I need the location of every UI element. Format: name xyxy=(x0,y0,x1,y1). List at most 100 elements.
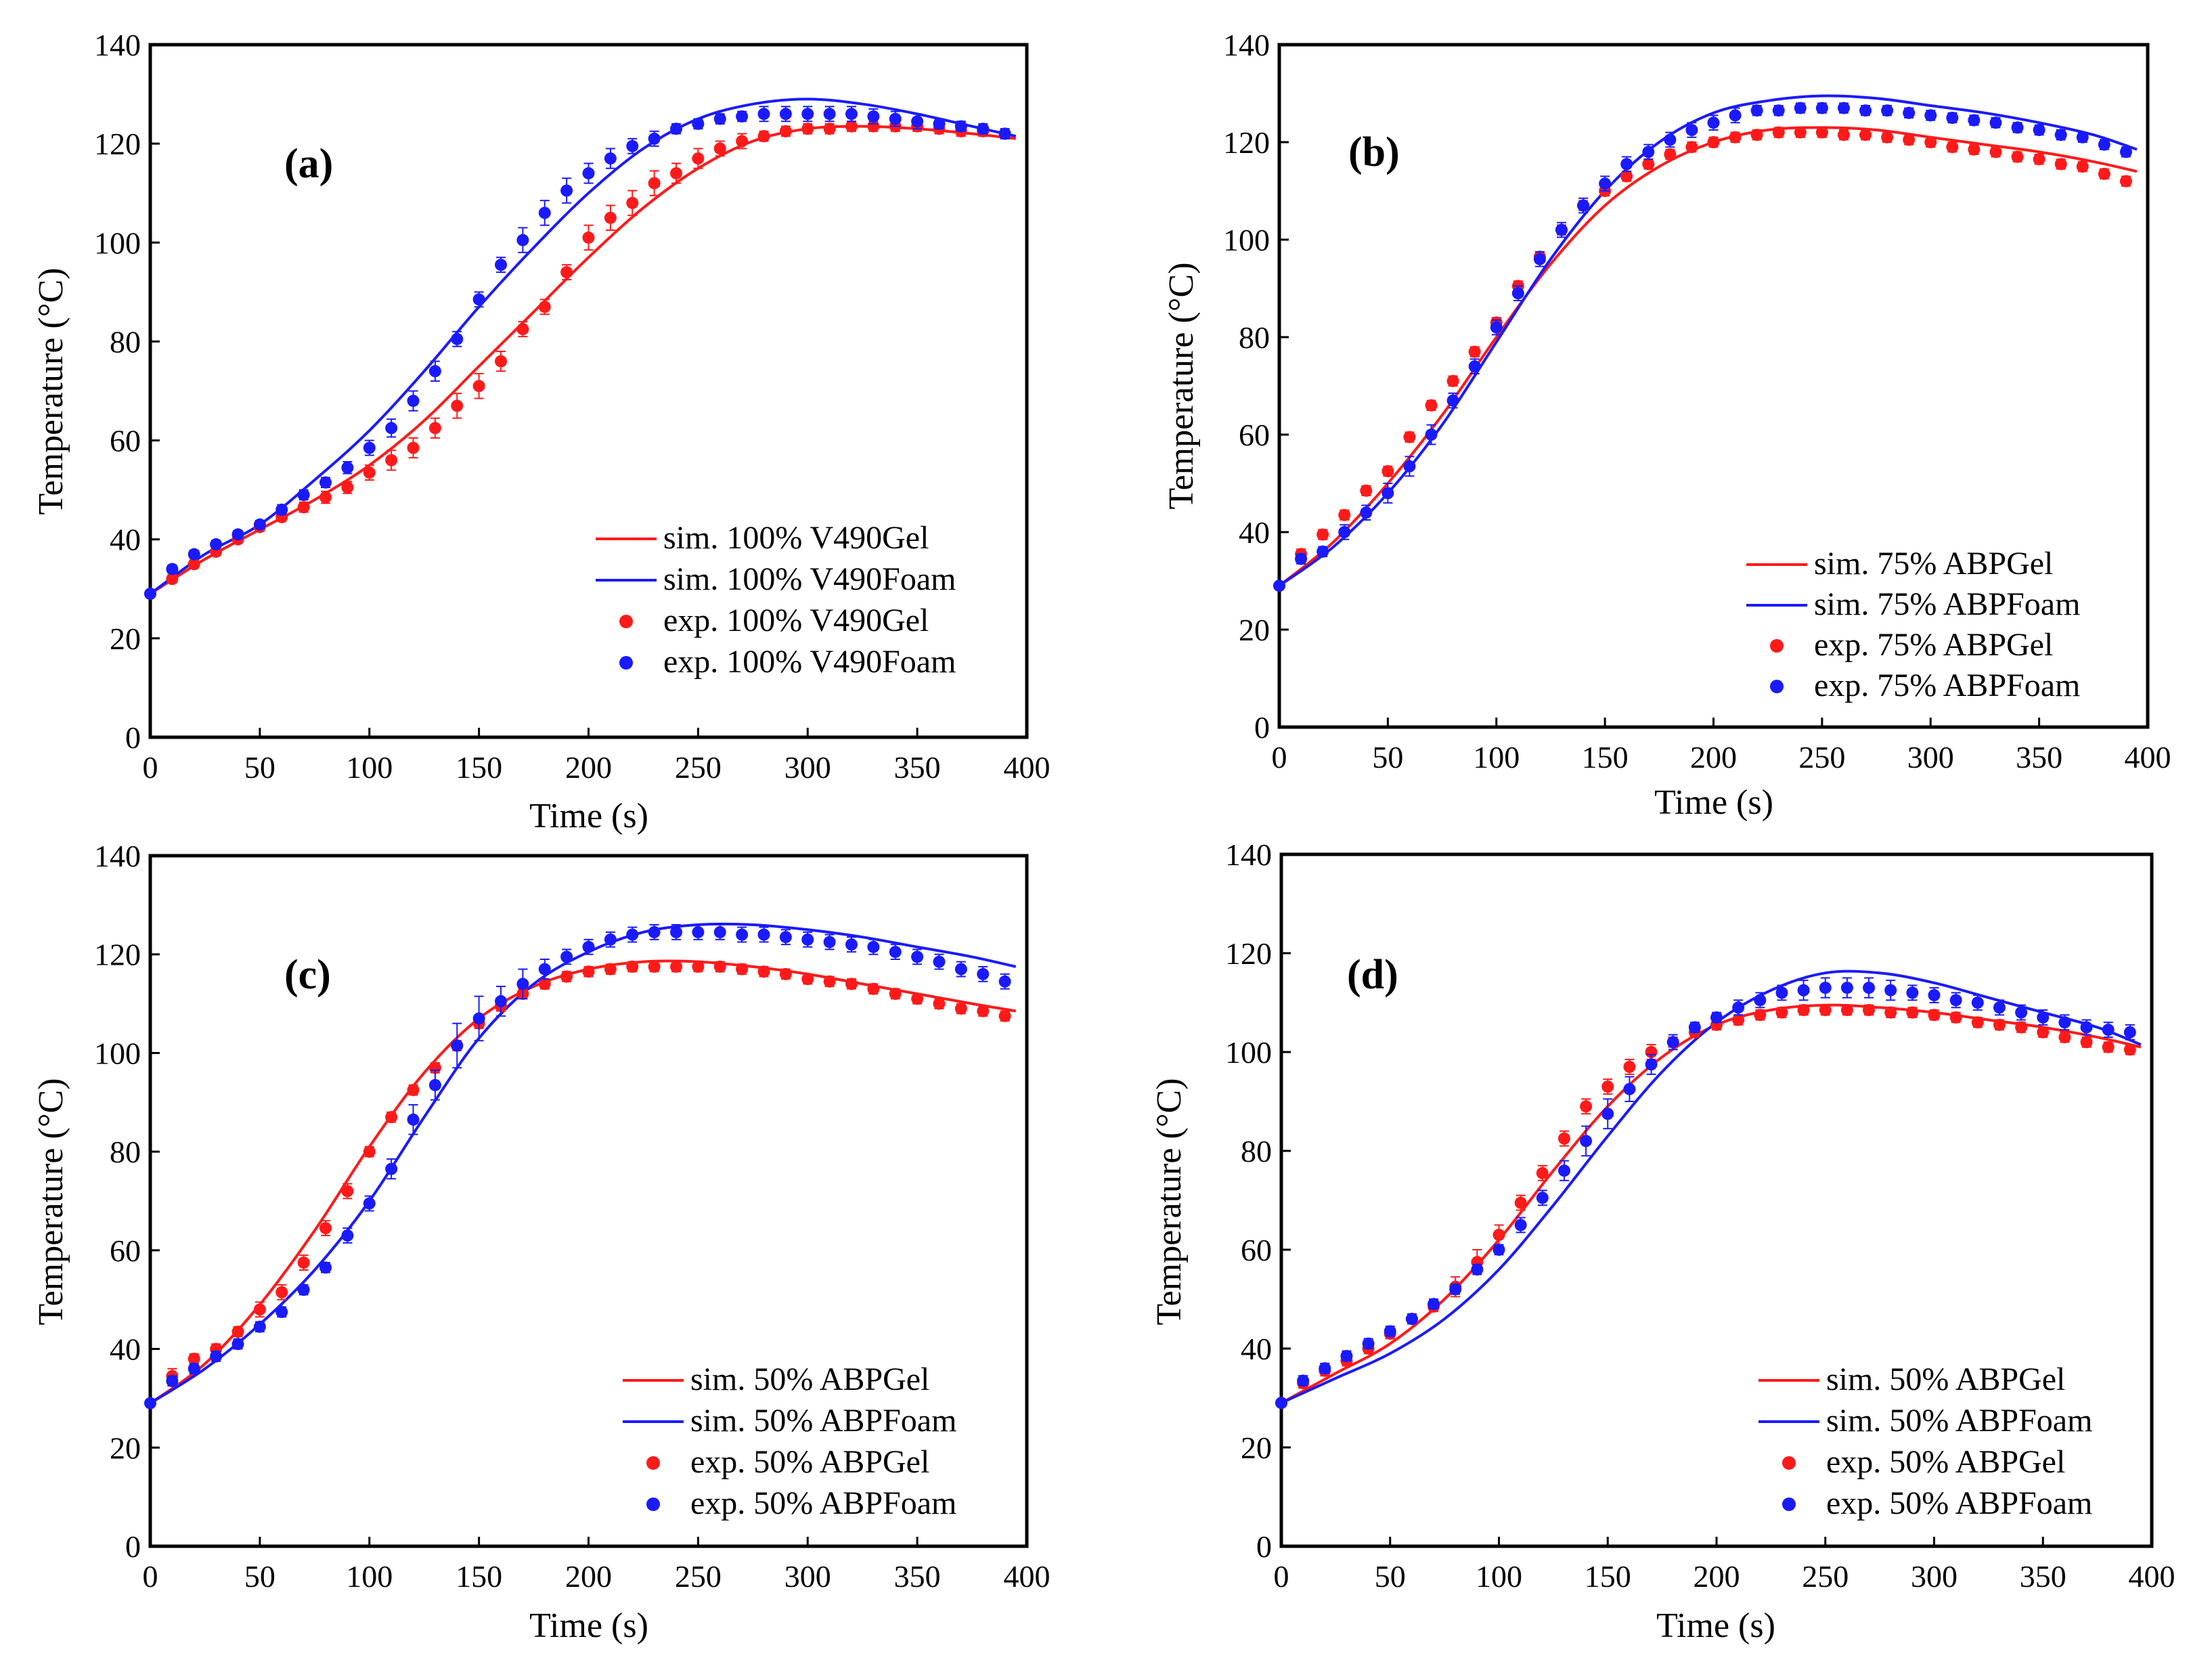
data-point-exp-50-abpfoam xyxy=(2080,1021,2093,1034)
panel-b-y-axis-title: Temperature (°C) xyxy=(1162,262,1201,509)
data-point-exp-75-abpfoam xyxy=(1815,102,1828,114)
data-point-exp-75-abpfoam xyxy=(1533,253,1546,265)
data-point-exp-50-abpgel xyxy=(779,967,792,980)
data-point-exp-100-v490gel xyxy=(670,167,682,179)
data-point-exp-50-abpgel xyxy=(1993,1018,2006,1031)
data-point-exp-50-abpfoam xyxy=(1384,1325,1396,1338)
data-point-exp-100-v490foam xyxy=(692,117,705,130)
series-line-sim-75-abpfoam xyxy=(1278,94,2138,587)
panel-b-x-axis-title: Time (s) xyxy=(1654,783,1773,822)
data-point-exp-75-abpfoam xyxy=(1903,106,1916,119)
data-point-exp-50-abpfoam xyxy=(187,1362,200,1375)
x-tick-label: 200 xyxy=(1694,1559,1740,1594)
y-tick-label: 40 xyxy=(1239,515,1270,550)
x-tick-label: 250 xyxy=(675,750,722,785)
legend-swatch-exp-gel xyxy=(1770,639,1784,653)
x-tick-label: 300 xyxy=(784,750,831,785)
data-point-exp-100-v490foam xyxy=(231,528,244,541)
data-point-exp-100-v490gel xyxy=(736,135,749,148)
data-point-exp-50-abpfoam xyxy=(210,1350,223,1363)
x-tick-label: 300 xyxy=(1907,740,1954,774)
data-point-exp-50-abpfoam xyxy=(1884,984,1897,997)
data-point-exp-50-abpfoam xyxy=(1775,986,1788,999)
data-point-exp-100-v490gel xyxy=(801,123,814,135)
data-point-exp-50-abpgel xyxy=(757,965,770,978)
data-point-exp-50-abpgel xyxy=(407,1084,420,1097)
data-point-exp-50-abpfoam xyxy=(1688,1021,1701,1034)
data-point-exp-75-abpfoam xyxy=(1360,506,1373,519)
data-point-exp-50-abpgel xyxy=(977,1005,990,1018)
data-point-exp-50-abpfoam xyxy=(998,975,1011,988)
data-point-exp-50-abpfoam xyxy=(692,925,705,938)
panel-a: 0 50 100 150 200 250 300 350 400 0 20 40 60 80 100 120 1… xyxy=(32,28,1050,835)
data-point-exp-75-abpgel xyxy=(1664,148,1677,160)
x-tick-label: 200 xyxy=(565,1559,612,1594)
data-point-exp-50-abpgel xyxy=(1492,1229,1505,1242)
data-point-exp-50-abpgel xyxy=(2123,1043,2136,1056)
data-point-exp-50-abpfoam xyxy=(1623,1083,1636,1095)
legend-swatch-exp-foam xyxy=(1770,680,1784,693)
data-point-exp-50-abpfoam xyxy=(954,963,967,976)
y-tick-label: 140 xyxy=(1223,28,1270,62)
data-point-exp-50-abpgel xyxy=(1514,1196,1527,1209)
y-tick-label: 40 xyxy=(110,1332,141,1367)
y-tick-label: 0 xyxy=(125,720,141,755)
data-point-exp-75-abpgel xyxy=(1446,374,1459,387)
data-point-exp-100-v490foam xyxy=(319,476,332,489)
data-point-exp-100-v490foam xyxy=(779,108,792,121)
data-point-exp-50-abpgel xyxy=(1601,1080,1614,1093)
data-point-exp-50-abpfoam xyxy=(1993,1001,2006,1014)
data-point-exp-50-abpgel xyxy=(1754,1009,1767,1022)
legend-swatch-exp-foam xyxy=(619,656,633,670)
data-point-exp-50-abpfoam xyxy=(495,994,507,1007)
data-point-exp-100-v490gel xyxy=(538,301,551,313)
data-point-exp-50-abpgel xyxy=(275,1286,288,1298)
panel-c-x-axis-title: Time (s) xyxy=(529,1606,648,1645)
data-point-exp-75-abpgel xyxy=(1381,465,1394,477)
data-point-exp-75-abpfoam xyxy=(1577,199,1590,212)
data-point-exp-100-v490gel xyxy=(648,177,661,190)
data-point-exp-75-abpgel xyxy=(2098,167,2110,180)
data-point-exp-100-v490foam xyxy=(889,112,902,125)
panel-a-label: (a) xyxy=(284,141,333,187)
data-point-exp-50-abpfoam xyxy=(297,1284,310,1296)
data-point-exp-100-v490foam xyxy=(998,127,1011,140)
data-point-exp-50-abpfoam xyxy=(253,1320,266,1333)
data-point-exp-50-abpfoam xyxy=(1840,982,1853,994)
data-point-exp-75-abpgel xyxy=(1968,143,1981,156)
data-point-exp-50-abpgel xyxy=(1819,1003,1832,1016)
y-tick-label: 20 xyxy=(110,621,141,656)
x-tick-label: 250 xyxy=(675,1559,722,1594)
data-point-exp-75-abpfoam xyxy=(2033,124,2045,136)
x-tick-label: 350 xyxy=(2020,1559,2066,1594)
data-point-exp-50-abpfoam xyxy=(385,1162,398,1175)
data-point-exp-50-abpfoam xyxy=(1949,994,1962,1007)
data-point-exp-50-abpgel xyxy=(319,1222,332,1235)
data-point-exp-50-abpfoam xyxy=(1906,986,1919,999)
data-point-exp-75-abpfoam xyxy=(1881,104,1894,117)
data-point-exp-75-abpfoam xyxy=(1837,102,1850,114)
data-point-exp-100-v490foam xyxy=(670,123,682,135)
panel-d-y-axis-title: Temperature (°C) xyxy=(1150,1078,1189,1325)
legend-label-exp-gel: exp. 50% ABPGel xyxy=(690,1444,929,1480)
data-point-exp-50-abpfoam xyxy=(1754,994,1767,1007)
legend-label-sim-gel: sim. 50% ABPGel xyxy=(690,1361,929,1397)
data-point-exp-100-v490foam xyxy=(210,538,223,551)
data-point-exp-100-v490gel xyxy=(713,142,726,155)
data-point-exp-50-abpgel xyxy=(1949,1011,1962,1024)
data-point-exp-50-abpfoam xyxy=(144,1397,156,1409)
data-point-exp-50-abpfoam xyxy=(2102,1024,2115,1036)
y-tick-label: 140 xyxy=(94,28,141,62)
y-tick-label: 100 xyxy=(94,1036,141,1070)
y-tick-label: 100 xyxy=(1223,223,1270,257)
data-point-exp-50-abpfoam xyxy=(1971,997,1984,1009)
data-point-exp-100-v490foam xyxy=(954,120,967,133)
data-point-exp-50-abpfoam xyxy=(1863,982,1876,994)
x-tick-label: 350 xyxy=(894,750,941,785)
data-point-exp-100-v490foam xyxy=(736,110,749,123)
data-point-exp-75-abpfoam xyxy=(2098,138,2110,151)
x-tick-label: 100 xyxy=(346,750,393,785)
panel-d-ticks: 0 50 100 150 200 250 300 350 400 0 20 40 60 80 100 120 1… xyxy=(1225,837,2175,1594)
data-point-exp-50-abpfoam xyxy=(648,925,661,938)
